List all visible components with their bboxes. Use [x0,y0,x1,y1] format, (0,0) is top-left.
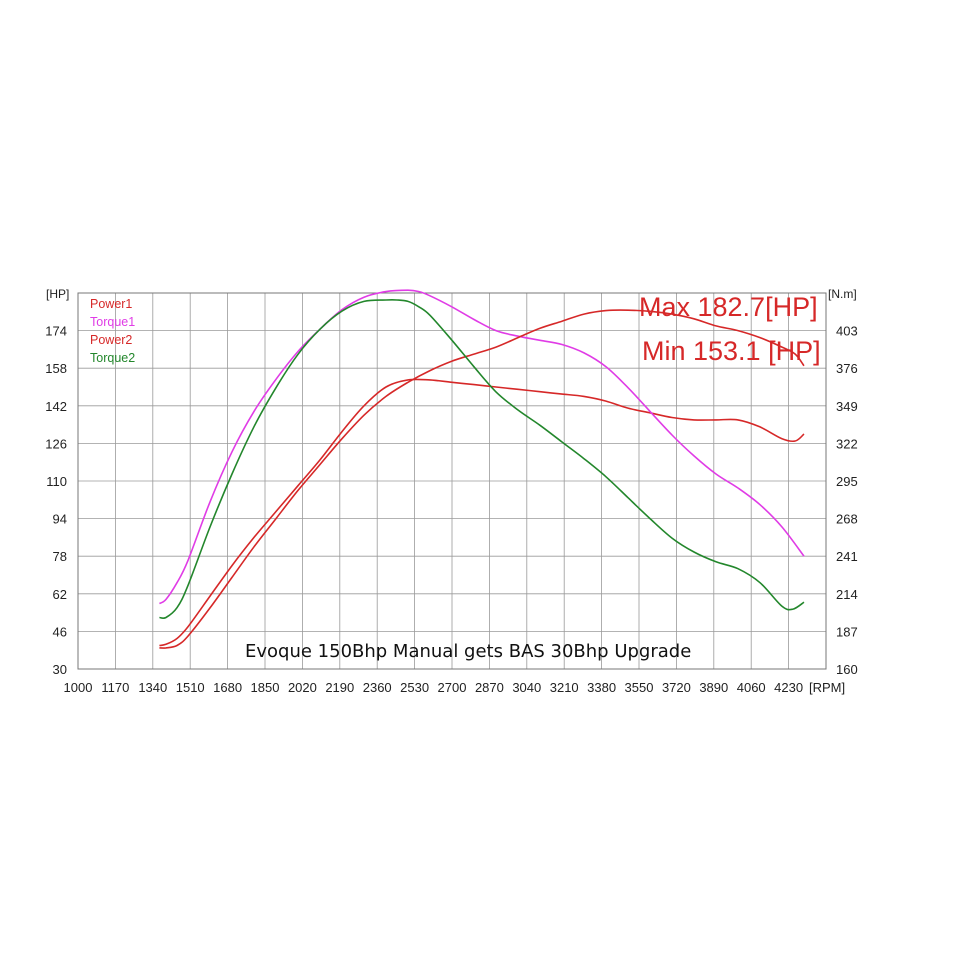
x-tick-label: 1170 [101,680,129,695]
x-axis-unit: [RPM] [809,680,845,695]
legend: Power1 Torque1 Power2 Torque2 [90,297,135,365]
series-line-power2 [159,309,805,649]
left-y-tick-label: 30 [53,662,67,677]
right-y-tick-label: 349 [836,399,858,414]
series-line-power1 [159,378,805,647]
right-y-tick-label: 268 [836,512,858,527]
max-annotation: Max 182.7[HP] [639,292,818,322]
legend-entry-torque2: Torque2 [90,351,135,365]
left-y-tick-label: 110 [46,474,67,489]
x-tick-label: 2870 [475,680,504,695]
grid [77,292,827,670]
legend-entry-torque1: Torque1 [90,315,135,329]
x-axis-ticks: 1000 1170 1340 1510 1680 1850 2020 2190 2360 2530… [64,680,804,695]
left-y-tick-label: 174 [45,324,67,339]
x-tick-label: 1510 [176,680,205,695]
series-lines [159,289,805,649]
chart-caption: Evoque 150Bhp Manual gets BAS 30Bhp Upgr… [245,641,691,662]
series-line-torque1 [159,289,805,605]
right-y-tick-label: 295 [836,474,858,489]
x-tick-label: 3380 [587,680,616,695]
x-tick-label: 4060 [737,680,766,695]
x-tick-label: 1000 [64,680,93,695]
min-annotation: Min 153.1 [HP] [642,336,821,366]
right-axis-ticks: 160 187 214 241 268 295 322 349 376 403 [836,324,858,677]
x-tick-label: 4230 [774,680,803,695]
right-y-tick-label: 214 [836,587,858,602]
x-tick-label: 3210 [550,680,579,695]
left-y-tick-label: 142 [45,399,67,414]
x-tick-label: 2020 [288,680,317,695]
x-tick-label: 3550 [625,680,654,695]
x-tick-label: 3720 [662,680,691,695]
left-y-tick-label: 62 [53,587,67,602]
left-y-tick-label: 158 [45,361,67,376]
right-y-tick-label: 241 [836,549,858,564]
left-axis-ticks: 30 46 62 78 94 110 126 142 158 174 [45,324,67,677]
left-y-tick-label: 78 [53,549,67,564]
left-y-tick-label: 94 [53,512,67,527]
x-tick-label: 1340 [138,680,167,695]
left-y-tick-label: 46 [53,624,67,639]
right-y-tick-label: 322 [836,436,858,451]
x-tick-label: 2360 [363,680,392,695]
right-axis-unit: [N.m] [828,287,857,301]
x-tick-label: 2530 [400,680,429,695]
x-tick-label: 1850 [251,680,280,695]
right-y-tick-label: 403 [836,324,858,339]
left-axis-unit: [HP] [46,287,69,301]
series-line-torque2 [159,298,805,620]
legend-entry-power2: Power2 [90,333,132,347]
x-tick-label: 1680 [213,680,242,695]
x-tick-label: 3890 [699,680,728,695]
left-y-tick-label: 126 [45,436,67,451]
x-tick-label: 3040 [512,680,541,695]
right-y-tick-label: 376 [836,361,858,376]
x-tick-label: 2700 [438,680,467,695]
plot-border [77,292,827,670]
legend-entry-power1: Power1 [90,297,132,311]
right-y-tick-label: 187 [836,624,858,639]
x-tick-label: 2190 [325,680,354,695]
right-y-tick-label: 160 [836,662,858,677]
